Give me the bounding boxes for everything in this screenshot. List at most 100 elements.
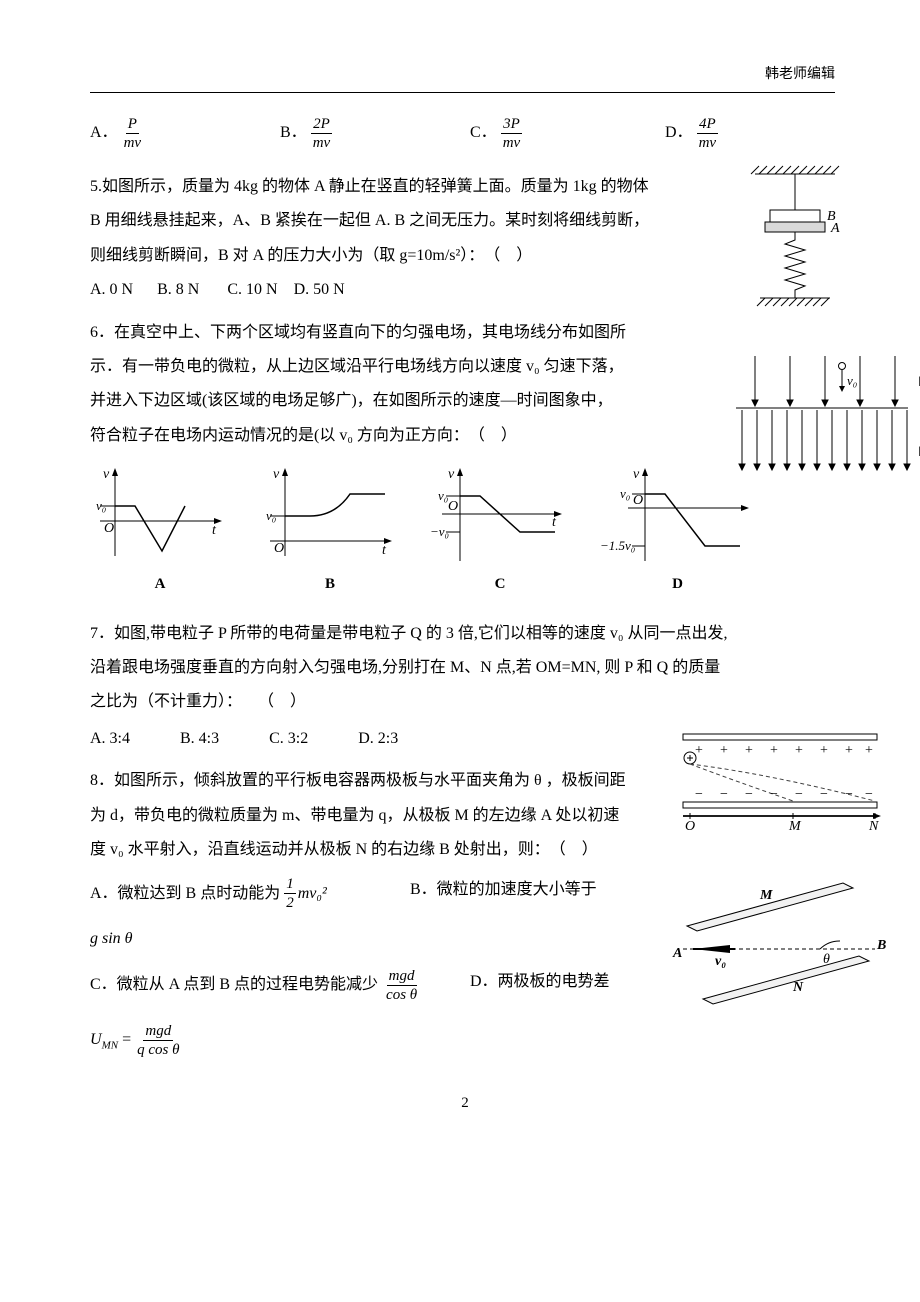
svg-text:−: − (770, 787, 778, 802)
q6-line1: 6．在真空中上、下两个区域均有竖直向下的匀强电场，其电场线分布如图所 (90, 318, 670, 348)
q4-options: A． Pmv B． 2Pmv C． 3Pmv D． 4Pmv (90, 115, 840, 152)
q4-option-b: B． 2Pmv (280, 115, 470, 152)
page-number: 2 (90, 1089, 840, 1118)
q8-opt-c: C．微粒从 A 点到 B 点的过程电势能减少 mgdcos θ (90, 967, 470, 1004)
header-credit: 韩老师编辑 (765, 62, 835, 89)
q8-opt-b: B．微粒的加速度大小等于 (410, 875, 597, 912)
svg-text:v₀: v₀ (96, 498, 106, 513)
q6-v0-label: v₀ (847, 373, 857, 388)
q6-line4: 符合粒子在电场内运动情况的是(以 v₀ 方向为正方向： （ ） (90, 421, 670, 451)
opt-a-label: A． (90, 118, 118, 148)
q5-line3: 则细线剪断瞬间，B 对 A 的压力大小为（取 g=10m/s²）： （ ） (90, 241, 680, 271)
q6-graph-b: v t O v₀ B (260, 466, 400, 599)
svg-text:O: O (274, 541, 284, 556)
svg-text:+: + (745, 743, 753, 758)
q8-figure: M N A v₀ B θ (665, 871, 890, 1021)
svg-text:−: − (820, 787, 828, 802)
svg-text:v₀: v₀ (620, 486, 630, 501)
q7-figure: +++ +++ ++ −−− −−− −− O M N (675, 726, 885, 836)
q5-opts: A. 0 N B. 8 N C. 10 N D. 50 N (90, 275, 680, 305)
q6-line2: 示．有一带负电的微粒，从上边区域沿平行电场线方向以速度 v₀ 匀速下落， (90, 352, 670, 382)
opt-d-num: 4P (697, 115, 718, 134)
q7-opt-c: C. 3:2 (269, 724, 308, 754)
q8-N: N (792, 980, 804, 995)
svg-text:t: t (382, 543, 387, 558)
svg-text:+: + (695, 743, 703, 758)
svg-text:v: v (273, 467, 280, 482)
q5-line1: 5.如图所示，质量为 4kg 的物体 A 静止在竖直的轻弹簧上面。质量为 1kg… (90, 172, 680, 202)
svg-text:t: t (212, 523, 217, 538)
svg-text:v₀: v₀ (266, 508, 276, 523)
q7-opt-b: B. 4:3 (180, 724, 219, 754)
q5-label-A: A (830, 221, 840, 236)
q4-option-d: D． 4Pmv (665, 115, 718, 152)
svg-text:O: O (104, 521, 114, 536)
q5-line2: B 用细线悬挂起来，A、B 紧挨在一起但 A. B 之间无压力。某时刻将细线剪断… (90, 206, 680, 236)
q6-graph-c: v t O v₀ −v₀ C (430, 466, 570, 599)
q8-B: B (876, 938, 886, 953)
opt-d-label: D． (665, 118, 693, 148)
q6-line3: 并进入下边区域(该区域的电场足够广)，在如图所示的速度—时间图象中， (90, 386, 670, 416)
q7-line1: 7．如图,带电粒子 P 所带的电荷量是带电粒子 Q 的 3 倍,它们以相等的速度… (90, 619, 810, 649)
svg-text:−: − (720, 787, 728, 802)
q8-M: M (759, 888, 773, 903)
q8-A: A (672, 946, 682, 961)
q4-option-c: C． 3Pmv (470, 115, 665, 152)
q5-figure: B A (735, 162, 855, 332)
opt-c-den: mv (501, 134, 523, 152)
svg-text:−: − (845, 787, 853, 802)
q7-line2: 沿着跟电场强度垂直的方向射入匀强电场,分别打在 M、N 点,若 OM=MN, 则… (90, 653, 810, 683)
svg-text:+: + (770, 743, 778, 758)
q4-option-a: A． Pmv (90, 115, 280, 152)
opt-c-label: C． (470, 118, 497, 148)
svg-text:−: − (695, 787, 703, 802)
svg-text:−1.5v₀: −1.5v₀ (600, 538, 635, 553)
question-8: +++ +++ ++ −−− −−− −− O M N (90, 766, 840, 1059)
q8-line3: 度 v₀ 水平射入，沿直线运动并从极板 N 的右边缘 B 处射出，则： （ ） (90, 835, 645, 865)
svg-text:+: + (845, 743, 853, 758)
svg-text:+: + (720, 743, 728, 758)
q6-graphs: v t O v₀ A v t O v₀ (90, 466, 840, 599)
opt-a-den: mv (122, 134, 144, 152)
opt-d-den: mv (697, 134, 719, 152)
q7-N: N (868, 819, 879, 834)
svg-text:−v₀: −v₀ (430, 524, 449, 539)
svg-text:v₀: v₀ (438, 488, 448, 503)
svg-text:O: O (633, 493, 643, 508)
opt-b-den: mv (311, 134, 333, 152)
svg-text:v: v (103, 467, 110, 482)
q7-M: M (788, 819, 802, 834)
question-6: 6．在真空中上、下两个区域均有竖直向下的匀强电场，其电场线分布如图所 示．有一带… (90, 318, 840, 599)
svg-text:O: O (448, 499, 458, 514)
svg-text:−: − (795, 787, 803, 802)
header-rule (90, 92, 835, 93)
svg-text:t: t (552, 515, 557, 530)
q8-theta: θ (823, 952, 830, 967)
q7-opt-d: D. 2:3 (358, 724, 398, 754)
q7-O: O (685, 819, 695, 834)
q8-opt-d: D．两极板的电势差 (470, 967, 610, 1004)
q8-v0: v₀ (715, 954, 726, 969)
page-content: A． Pmv B． 2Pmv C． 3Pmv D． 4Pmv 5.如图所示，质量… (90, 115, 840, 1117)
q6-graph-b-label: B (260, 570, 400, 599)
svg-text:−: − (745, 787, 753, 802)
q8-opt-a: A．微粒达到 B 点时动能为 12 mv₀² (90, 875, 410, 912)
q8-line2: 为 d，带负电的微粒质量为 m、带电量为 q，从极板 M 的左边缘 A 处以初速 (90, 801, 645, 831)
q8-umn: UMN = mgdq cos θ (90, 1022, 840, 1059)
q6-graph-a: v t O v₀ A (90, 466, 230, 599)
svg-text:v: v (448, 467, 455, 482)
q6-field-figure: v₀ Ⅰ Ⅱ (730, 348, 920, 488)
q6-graph-d-label: D (600, 570, 755, 599)
svg-text:−: − (865, 787, 873, 802)
opt-a-num: P (126, 115, 139, 134)
question-5: 5.如图所示，质量为 4kg 的物体 A 静止在竖直的轻弹簧上面。质量为 1kg… (90, 172, 840, 306)
opt-c-num: 3P (501, 115, 522, 134)
q6-graph-c-label: C (430, 570, 570, 599)
q7-opt-a: A. 3:4 (90, 724, 130, 754)
q7-line3: 之比为（不计重力）： （ ） (90, 687, 810, 717)
opt-b-label: B． (280, 118, 307, 148)
svg-text:v: v (633, 467, 640, 482)
q8-line1: 8．如图所示，倾斜放置的平行板电容器两极板与水平面夹角为 θ ，极板间距 (90, 766, 645, 796)
opt-b-num: 2P (311, 115, 332, 134)
q6-graph-a-label: A (90, 570, 230, 599)
